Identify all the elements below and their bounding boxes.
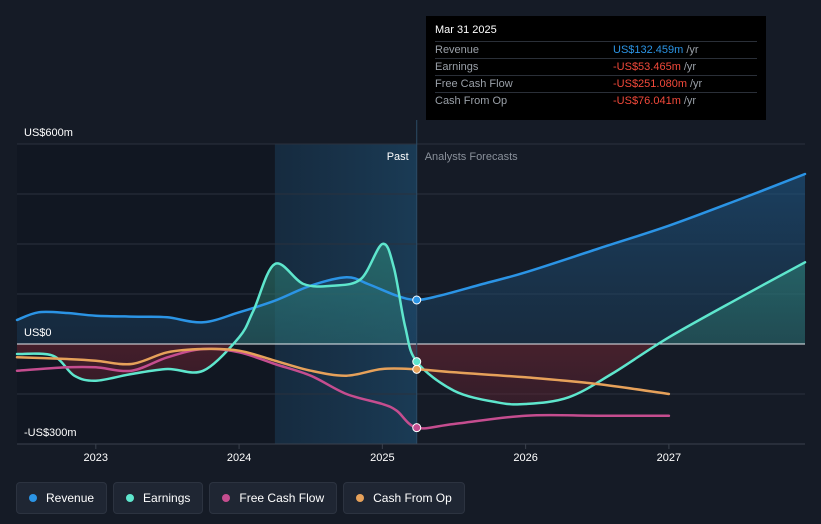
marker-earnings [412, 357, 422, 367]
past-label: Past [387, 151, 409, 163]
tooltip-value: -US$53.465m [613, 61, 681, 73]
tooltip-label: Revenue [435, 44, 480, 56]
legend-dot-icon [126, 494, 135, 502]
series-markers [412, 295, 422, 433]
tooltip-unit: /yr [686, 44, 699, 56]
tooltip: Mar 31 2025 Revenue US$132.459m /yr Earn… [426, 16, 766, 120]
series-line-revenue [15, 172, 807, 324]
legend-item-cash-from-op[interactable]: Cash From Op [343, 482, 465, 514]
x-tick-label: 2026 [513, 452, 537, 464]
legend: Revenue Earnings Free Cash Flow Cash Fro… [16, 482, 465, 514]
series-lines [15, 172, 807, 430]
series-line-earnings [15, 242, 807, 406]
tooltip-row-cash-from-op: Cash From Op -US$76.041m /yr [435, 92, 757, 109]
y-label-top: US$600m [24, 127, 73, 139]
tooltip-row-free-cash-flow: Free Cash Flow -US$251.080m /yr [435, 75, 757, 92]
y-label-zero: US$0 [24, 327, 52, 339]
legend-label: Cash From Op [373, 491, 452, 505]
legend-dot-icon [222, 494, 231, 502]
tooltip-label: Earnings [435, 61, 479, 73]
tooltip-unit: /yr [690, 78, 703, 90]
area-fill-revenue [17, 174, 805, 344]
tooltip-value: -US$251.080m [613, 78, 687, 90]
legend-item-revenue[interactable]: Revenue [16, 482, 108, 514]
tooltip-row-earnings: Earnings -US$53.465m /yr [435, 58, 757, 75]
area-fill-negative-earnings [17, 344, 805, 405]
legend-label: Free Cash Flow [239, 491, 325, 505]
legend-dot-icon [29, 494, 37, 502]
area-fill-earnings [17, 243, 805, 344]
tooltip-row-revenue: Revenue US$132.459m /yr [435, 41, 757, 58]
series-fills [17, 174, 805, 405]
series-line-cash-from-op [15, 347, 671, 396]
series-line-free-cash-flow [15, 347, 671, 430]
legend-label: Revenue [46, 491, 95, 505]
marker-revenue [412, 295, 422, 305]
legend-item-free-cash-flow[interactable]: Free Cash Flow [209, 482, 338, 514]
y-label-bottom: -US$300m [24, 427, 77, 439]
tooltip-unit: /yr [683, 95, 697, 107]
x-tick-label: 2027 [657, 452, 681, 464]
marker-free-cash-flow [412, 423, 422, 433]
legend-label: Earnings [143, 491, 191, 505]
forecast-label: Analysts Forecasts [425, 151, 518, 163]
tooltip-value: -US$76.041m [613, 95, 681, 107]
tooltip-unit: /yr [683, 61, 697, 73]
tooltip-value: US$132.459m [613, 44, 684, 56]
legend-item-earnings[interactable]: Earnings [113, 482, 204, 514]
x-tick-label: 2024 [227, 452, 251, 464]
tooltip-label: Cash From Op [435, 95, 508, 107]
x-axis: 2023 2024 2025 2026 2027 [17, 443, 805, 464]
marker-cash-from-op [412, 364, 422, 374]
x-tick-label: 2023 [84, 452, 108, 464]
tooltip-label: Free Cash Flow [435, 78, 513, 90]
tooltip-date: Mar 31 2025 [435, 24, 497, 36]
legend-dot-icon [356, 494, 365, 502]
x-tick-label: 2025 [370, 452, 394, 464]
